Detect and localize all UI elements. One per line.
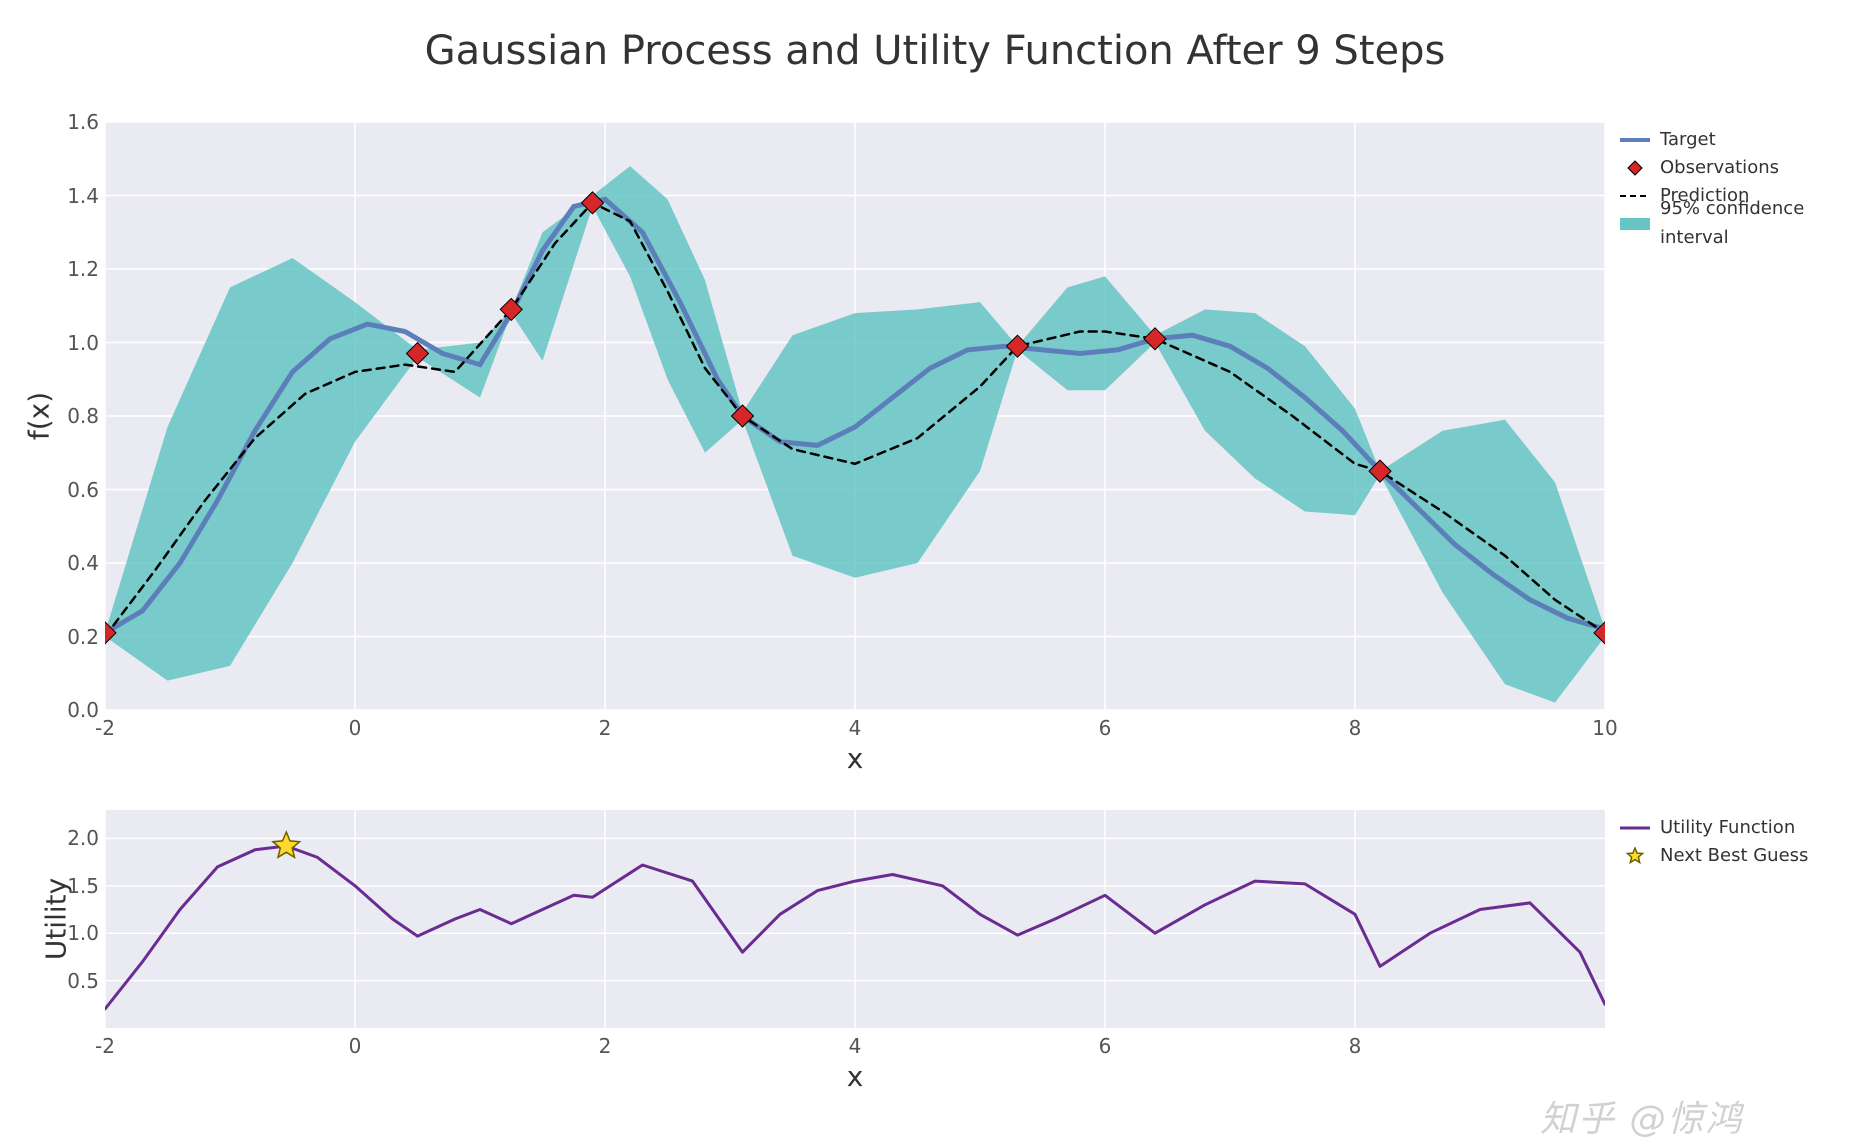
ytick-label: 0.4 <box>57 551 99 575</box>
legend-item: Utility Function <box>1618 814 1808 842</box>
ytick-label: 0.2 <box>57 625 99 649</box>
ytick-label: 0.0 <box>57 698 99 722</box>
legend-label: Observations <box>1660 154 1779 183</box>
legend-item: Next Best Guess <box>1618 842 1808 870</box>
ytick-label: 0.8 <box>57 404 99 428</box>
legend-item: Target <box>1618 126 1870 154</box>
xtick-label: 2 <box>585 1034 625 1058</box>
xtick-label: 8 <box>1335 716 1375 740</box>
ytick-label: 0.5 <box>57 969 99 993</box>
xtick-label: 10 <box>1585 716 1625 740</box>
ytick-label: 1.0 <box>57 331 99 355</box>
legend-label: Target <box>1660 126 1716 155</box>
legend-label: 95% confidence interval <box>1660 195 1870 253</box>
xtick-label: 2 <box>585 716 625 740</box>
legend-item: 95% confidence interval <box>1618 210 1870 238</box>
xlabel-top: x <box>805 742 905 775</box>
xtick-label: 4 <box>835 716 875 740</box>
gp-legend: TargetObservationsPrediction95% confiden… <box>1618 126 1870 238</box>
xlabel-bottom: x <box>805 1060 905 1093</box>
xtick-label: 6 <box>1085 716 1125 740</box>
ytick-label: 1.6 <box>57 110 99 134</box>
gp-panel <box>105 122 1605 710</box>
xtick-label: 6 <box>1085 1034 1125 1058</box>
ytick-label: 1.4 <box>57 184 99 208</box>
xtick-label: 8 <box>1335 1034 1375 1058</box>
ytick-label: 1.5 <box>57 874 99 898</box>
ytick-label: 0.6 <box>57 478 99 502</box>
ylabel-fx: f(x) <box>23 392 56 440</box>
legend-item: Observations <box>1618 154 1870 182</box>
xtick-label: 0 <box>335 716 375 740</box>
next-best-guess-star <box>273 832 300 857</box>
legend-label: Utility Function <box>1660 814 1795 843</box>
legend-label: Next Best Guess <box>1660 842 1808 871</box>
figure-title: Gaussian Process and Utility Function Af… <box>0 28 1870 74</box>
figure: Gaussian Process and Utility Function Af… <box>0 0 1870 1146</box>
ytick-label: 1.0 <box>57 921 99 945</box>
utility-panel <box>105 810 1605 1028</box>
xtick-label: 4 <box>835 1034 875 1058</box>
xtick-label: -2 <box>85 1034 125 1058</box>
ytick-label: 2.0 <box>57 826 99 850</box>
ytick-label: 1.2 <box>57 257 99 281</box>
xtick-label: 0 <box>335 1034 375 1058</box>
watermark: 知乎 @惊鸿 <box>1540 1090 1743 1142</box>
utility-legend: Utility FunctionNext Best Guess <box>1618 814 1808 870</box>
